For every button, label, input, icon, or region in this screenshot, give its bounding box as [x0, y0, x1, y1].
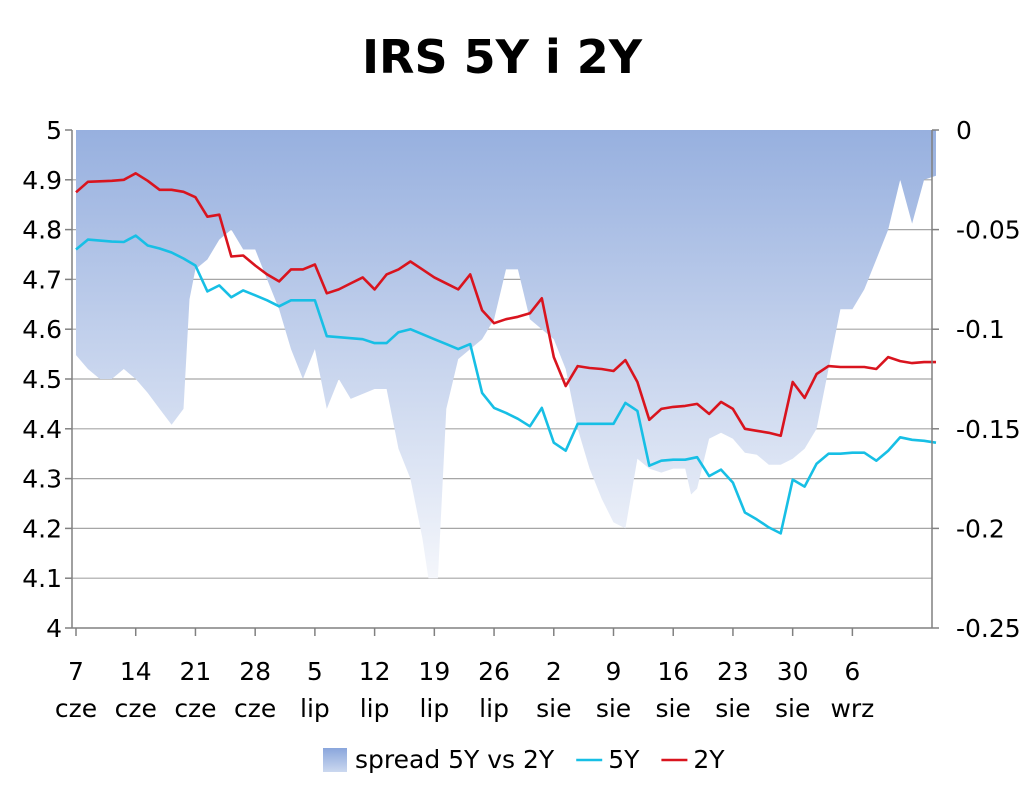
left-axis-tick-label: 4.9 [22, 166, 62, 195]
legend-label-2y: 2Y [693, 745, 725, 774]
x-axis-tick-label-day: 9 [606, 657, 622, 686]
left-axis-tick-label: 4.3 [22, 465, 62, 494]
x-axis-tick-label-month: sie [596, 694, 631, 723]
x-axis-tick-label-day: 23 [717, 657, 749, 686]
x-axis-tick-label-day: 26 [478, 657, 510, 686]
x-axis-tick-label-month: lip [479, 694, 509, 723]
lines-layer [75, 172, 937, 535]
x-axis-tick-label-day: 2 [546, 657, 562, 686]
x-axis-tick-label-month: lip [360, 694, 390, 723]
right-axis-tick-label: -0.15 [956, 415, 1021, 444]
x-axis-tick-label-day: 6 [844, 657, 860, 686]
left-axis-tick-label: 5 [46, 116, 62, 145]
x-axis-tick-label-month: sie [656, 694, 691, 723]
tick-labels: 5 4.9 4.8 4.7 4.6 4.5 4.4 4.3 4.2 4.1 4 0 -0.05 -0.1 -… [22, 116, 1020, 723]
chart-title: IRS 5Y i 2Y [361, 30, 643, 84]
series-line-5y [75, 234, 937, 535]
x-axis-tick-label-month: lip [419, 694, 449, 723]
x-axis-tick-label-day: 30 [777, 657, 809, 686]
left-axis-tick-label: 4.1 [22, 564, 62, 593]
left-axis-tick-label: 4.2 [22, 514, 62, 543]
right-axis-tick-label: 0 [956, 116, 972, 145]
legend-swatch-spread [323, 748, 347, 772]
left-axis-tick-label: 4.7 [22, 265, 62, 294]
x-axis-tick-label-month: wrz [830, 694, 874, 723]
x-axis-tick-label-month: lip [300, 694, 330, 723]
x-axis-tick-label-day: 21 [180, 657, 212, 686]
legend-label-5y: 5Y [608, 745, 640, 774]
right-axis-tick-label: -0.2 [956, 514, 1005, 543]
series-line-2y [75, 172, 936, 438]
left-axis-tick-label: 4.6 [22, 315, 62, 344]
left-axis-tick-label: 4.4 [22, 415, 62, 444]
x-axis-tick-label-month: sie [775, 694, 810, 723]
x-axis-tick-label-day: 7 [68, 657, 84, 686]
x-axis-tick-label-month: sie [536, 694, 571, 723]
x-axis-tick-label-month: cze [55, 694, 97, 723]
right-axis-tick-label: -0.05 [956, 216, 1021, 245]
legend: spread 5Y vs 2Y 5Y 2Y [323, 745, 725, 774]
left-axis-tick-label: 4.8 [22, 216, 62, 245]
axes [65, 129, 939, 636]
legend-label-spread-5y-vs-2y: spread 5Y vs 2Y [355, 745, 555, 774]
x-axis-tick-label-month: cze [234, 694, 276, 723]
x-axis-tick-label-month: cze [174, 694, 216, 723]
x-axis-tick-label-day: 5 [307, 657, 323, 686]
spread-area-layer [76, 130, 936, 579]
right-axis-tick-label: -0.1 [956, 315, 1005, 344]
x-axis-tick-label-day: 16 [657, 657, 689, 686]
right-axis-tick-label: -0.25 [956, 614, 1021, 643]
x-axis-tick-label-month: cze [115, 694, 157, 723]
x-axis-tick-label-day: 28 [239, 657, 271, 686]
left-axis-tick-label: 4 [46, 614, 62, 643]
x-axis-tick-label-day: 14 [120, 657, 152, 686]
x-axis-tick-label-month: sie [715, 694, 750, 723]
left-axis-tick-label: 4.5 [22, 365, 62, 394]
series-area-spread [76, 130, 936, 579]
x-axis-tick-label-day: 12 [359, 657, 391, 686]
x-axis-tick-label-day: 19 [418, 657, 450, 686]
